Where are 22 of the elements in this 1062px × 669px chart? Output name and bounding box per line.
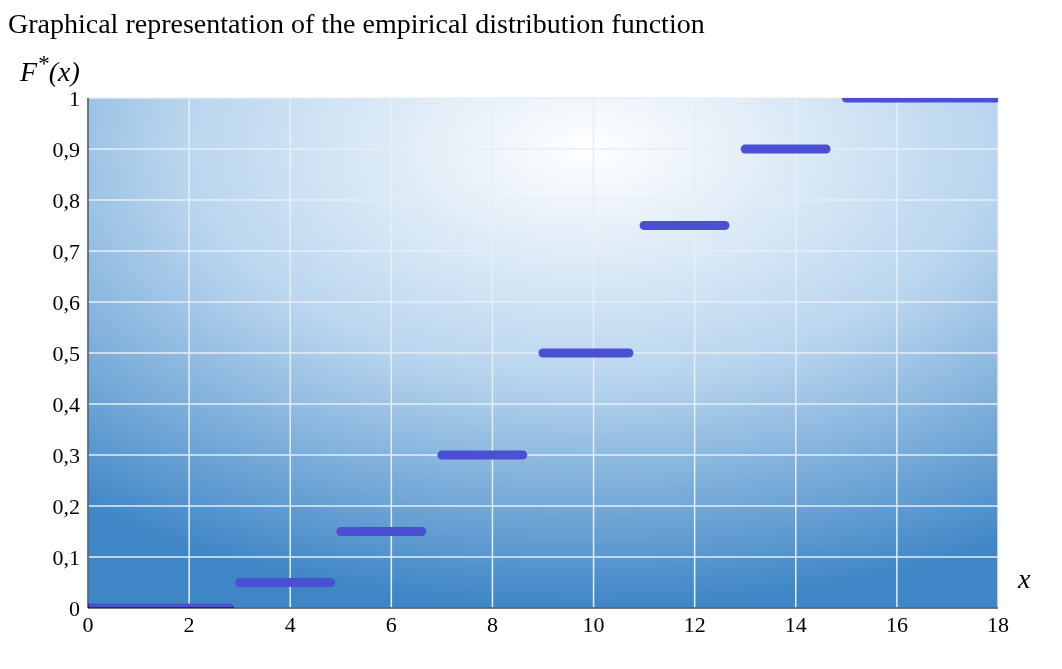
y-tick-label: 0,5 (52, 340, 80, 366)
y-tick-label: 0,8 (52, 187, 80, 213)
y-tick-label: 0,1 (52, 544, 80, 570)
y-tick-label: 0,2 (52, 493, 80, 519)
y-tick-label: 0,4 (52, 391, 80, 417)
y-tick-label: 0,6 (52, 289, 80, 315)
x-tick-label: 6 (385, 611, 397, 637)
x-tick-label: 16 (885, 611, 908, 637)
x-tick-label: 12 (683, 611, 706, 637)
chart-title: Graphical representation of the empirical distribution function (8, 8, 706, 41)
y-tick-label: 0,3 (52, 442, 80, 468)
y-tick-label: 0 (69, 595, 80, 621)
y-axis-title: F$^{*}$(x) (20, 50, 80, 89)
y-tick-label: 0,9 (52, 136, 80, 162)
x-tick-label: 2 (183, 611, 195, 637)
x-tick-label: 10 (582, 611, 605, 637)
x-tick-label: 14 (784, 611, 807, 637)
x-tick-label: 4 (284, 611, 296, 637)
x-axis-title: x (1018, 563, 1031, 595)
x-tick-label: 8 (486, 611, 498, 637)
y-tick-label: 0,7 (52, 238, 80, 264)
x-tick-label: 18 (987, 611, 1009, 637)
